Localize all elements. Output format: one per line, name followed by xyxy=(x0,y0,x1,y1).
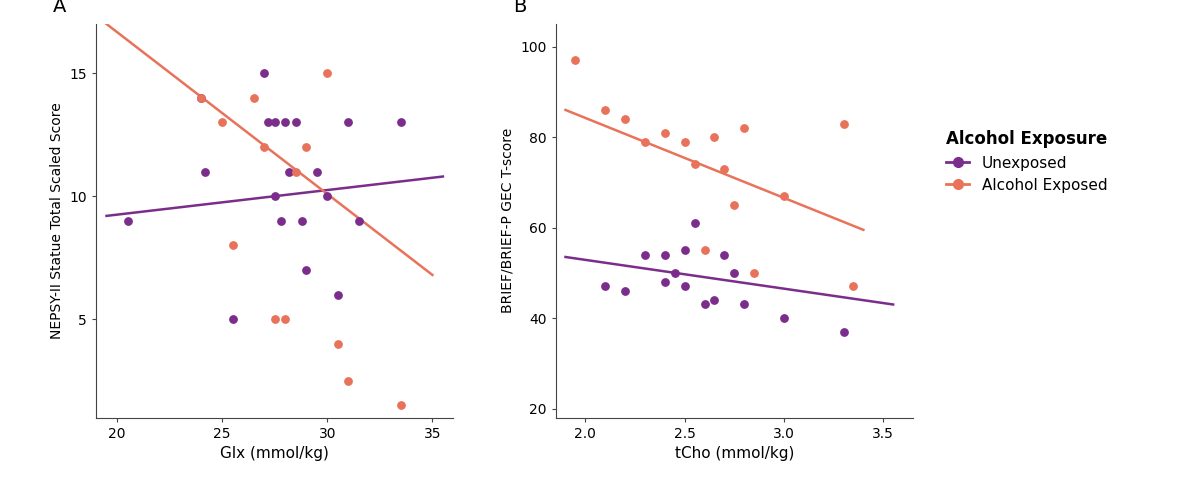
Text: B: B xyxy=(512,0,526,16)
Text: A: A xyxy=(53,0,66,16)
Point xyxy=(734,124,754,132)
Point xyxy=(223,315,242,323)
Point xyxy=(265,119,284,126)
Point xyxy=(834,328,853,336)
Point xyxy=(391,401,410,409)
Point xyxy=(254,69,274,77)
Point xyxy=(271,217,290,225)
Point xyxy=(744,269,763,276)
Point xyxy=(265,192,284,200)
Point xyxy=(328,340,347,348)
Point xyxy=(118,217,137,225)
Point xyxy=(715,251,734,259)
Point xyxy=(685,219,704,227)
Point xyxy=(725,269,744,276)
Point xyxy=(774,314,793,322)
Point xyxy=(676,246,695,254)
Point xyxy=(715,165,734,173)
Point xyxy=(307,168,326,175)
Point xyxy=(296,143,316,151)
Y-axis label: NEPSY-II Statue Total Scaled Score: NEPSY-II Statue Total Scaled Score xyxy=(49,102,64,339)
Legend: Unexposed, Alcohol Exposed: Unexposed, Alcohol Exposed xyxy=(938,122,1115,201)
Point xyxy=(616,115,635,123)
Point xyxy=(265,315,284,323)
Point xyxy=(774,192,793,200)
Point xyxy=(293,217,312,225)
Point xyxy=(286,119,305,126)
Point xyxy=(196,168,215,175)
Point xyxy=(349,217,368,225)
Point xyxy=(212,119,232,126)
Point xyxy=(695,300,714,308)
Point xyxy=(338,119,358,126)
Point xyxy=(635,251,654,259)
Point xyxy=(286,168,305,175)
Point xyxy=(566,56,586,64)
Point xyxy=(695,246,714,254)
Point xyxy=(635,138,654,145)
Point xyxy=(595,106,614,114)
Point xyxy=(725,201,744,209)
Point xyxy=(328,291,347,299)
Point xyxy=(655,278,674,286)
Point xyxy=(318,69,337,77)
Point xyxy=(338,377,358,384)
Point xyxy=(595,283,614,290)
Point xyxy=(223,241,242,249)
Point xyxy=(616,287,635,295)
Y-axis label: BRIEF/BRIEF-P GEC T-score: BRIEF/BRIEF-P GEC T-score xyxy=(500,128,515,313)
Point xyxy=(844,283,863,290)
Point xyxy=(259,119,278,126)
Point xyxy=(276,315,295,323)
Point xyxy=(296,266,316,274)
Point xyxy=(244,94,263,102)
Point xyxy=(665,269,684,276)
Point xyxy=(391,119,410,126)
X-axis label: tCho (mmol/kg): tCho (mmol/kg) xyxy=(674,446,794,461)
X-axis label: Glx (mmol/kg): Glx (mmol/kg) xyxy=(221,446,329,461)
Point xyxy=(192,94,211,102)
Point xyxy=(734,300,754,308)
Point xyxy=(655,251,674,259)
Point xyxy=(704,133,724,141)
Point xyxy=(192,94,211,102)
Point xyxy=(318,192,337,200)
Point xyxy=(704,296,724,304)
Point xyxy=(834,120,853,127)
Point xyxy=(254,143,274,151)
Point xyxy=(655,129,674,136)
Point xyxy=(676,138,695,145)
Point xyxy=(280,168,299,175)
Point xyxy=(685,160,704,168)
Point xyxy=(276,119,295,126)
Point xyxy=(676,283,695,290)
